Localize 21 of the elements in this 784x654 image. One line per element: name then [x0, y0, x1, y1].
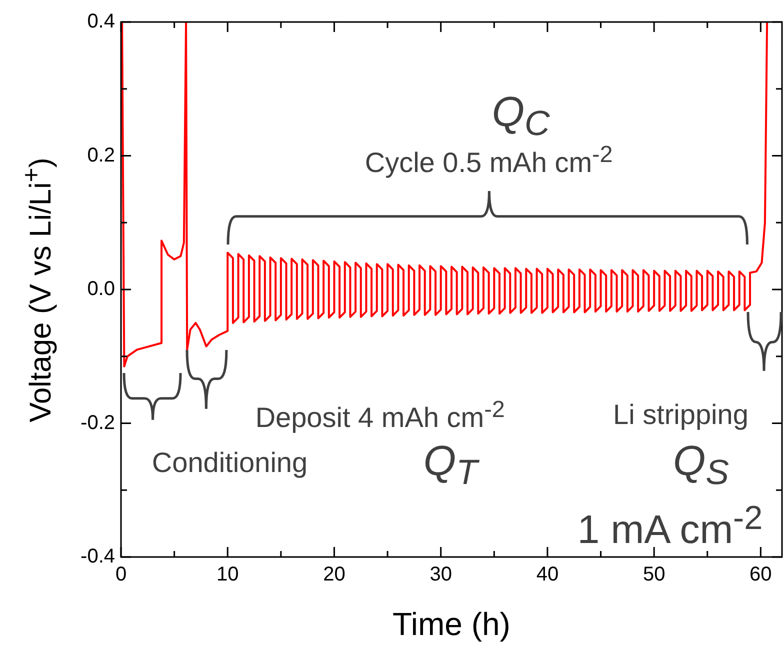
x-tick-label: 40 [536, 564, 559, 586]
annotation: Deposit 4 mAh cm$^{-2}$ [255, 396, 505, 434]
x-tick-label: 10 [216, 564, 239, 586]
y-tick-label: -0.4 [80, 546, 115, 568]
x-tick-label: 20 [323, 564, 346, 586]
y-tick-label: 0.4 [87, 10, 115, 33]
x-axis-title: Time (h) [392, 606, 510, 642]
y-tick-label: 0.0 [87, 278, 115, 300]
x-tick-label: 50 [642, 564, 666, 586]
x-tick-label: 30 [430, 564, 452, 586]
annotation: 1 mA cm$^{-2}$ [577, 499, 763, 552]
annotation: Conditioning [152, 447, 308, 478]
annotation: Li stripping [613, 399, 748, 430]
y-tick-label: 0.2 [87, 144, 115, 166]
annotation: Cycle 0.5 mAh cm$^{-2}$ [364, 141, 613, 179]
x-tick-label: 60 [750, 564, 772, 586]
x-tick-label: 0 [115, 564, 127, 586]
y-tick-label: -0.2 [80, 412, 115, 434]
annotation: Q$_{T}$ [423, 437, 478, 493]
annotation: Q$_{S}$ [672, 437, 729, 493]
annotation: Q$_{C}$ [492, 87, 550, 143]
